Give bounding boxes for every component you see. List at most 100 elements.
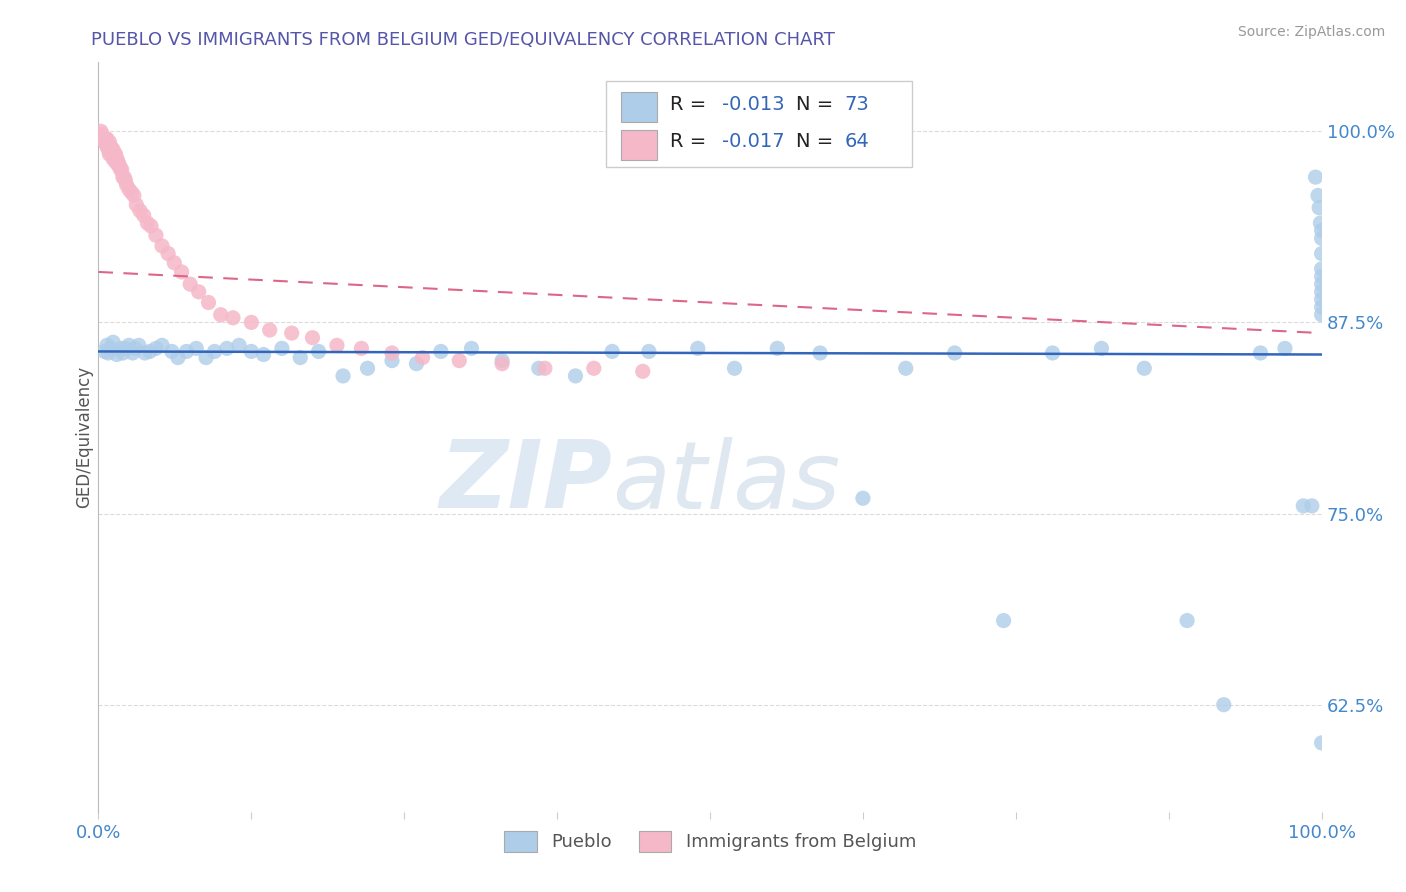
Point <box>110 162 132 177</box>
Point <box>110 342 132 356</box>
Point <box>222 310 245 325</box>
Point <box>157 246 180 260</box>
Point <box>1310 246 1333 260</box>
Point <box>107 158 129 172</box>
Point <box>1310 261 1333 276</box>
Text: 64: 64 <box>845 132 869 151</box>
Point <box>98 135 121 149</box>
Point <box>204 344 226 359</box>
Point <box>94 136 117 151</box>
Point <box>356 361 378 376</box>
Point <box>105 347 128 361</box>
Point <box>139 344 162 359</box>
Point <box>91 132 114 146</box>
Bar <box>620 93 658 122</box>
Point <box>1301 499 1323 513</box>
Point <box>381 353 404 368</box>
Point <box>100 143 122 157</box>
Point <box>101 335 124 350</box>
Point <box>600 344 623 359</box>
Point <box>128 338 150 352</box>
Point <box>114 342 136 356</box>
Point <box>491 357 513 371</box>
Point <box>176 344 198 359</box>
Point <box>160 344 183 359</box>
Point <box>105 152 128 166</box>
Point <box>103 147 125 161</box>
Point <box>101 147 124 161</box>
Point <box>103 150 125 164</box>
Text: PUEBLO VS IMMIGRANTS FROM BELGIUM GED/EQUIVALENCY CORRELATION CHART: PUEBLO VS IMMIGRANTS FROM BELGIUM GED/EQ… <box>91 31 835 49</box>
Point <box>491 353 513 368</box>
Text: atlas: atlas <box>612 436 841 527</box>
Point <box>1310 308 1333 322</box>
Point <box>124 342 146 356</box>
Text: N =: N = <box>796 95 839 113</box>
Point <box>186 342 208 356</box>
Point <box>1310 300 1333 314</box>
Point <box>1042 346 1064 360</box>
Text: 73: 73 <box>845 95 869 113</box>
Point <box>100 139 122 153</box>
Point <box>240 315 263 329</box>
Point <box>101 143 124 157</box>
Point <box>150 338 173 352</box>
Point <box>1308 201 1330 215</box>
Point <box>534 361 557 376</box>
Point <box>993 614 1015 628</box>
Point <box>111 346 134 360</box>
Text: -0.013: -0.013 <box>723 95 785 113</box>
Point <box>150 239 173 253</box>
Point <box>107 154 129 169</box>
Point <box>381 346 404 360</box>
Point <box>111 162 134 177</box>
Point <box>1310 736 1333 750</box>
Point <box>100 342 122 356</box>
Point <box>308 344 330 359</box>
Point <box>228 338 250 352</box>
Point <box>167 351 190 365</box>
Point <box>1212 698 1234 712</box>
Point <box>582 361 605 376</box>
Point <box>240 344 263 359</box>
Point <box>270 342 294 356</box>
Point <box>1133 361 1156 376</box>
Point <box>114 173 136 187</box>
Point <box>91 128 114 142</box>
Point <box>1249 346 1271 360</box>
Point <box>98 147 121 161</box>
Point <box>108 158 131 172</box>
Point <box>1310 293 1333 307</box>
Point <box>93 344 115 359</box>
Text: ZIP: ZIP <box>439 436 612 528</box>
Point <box>115 178 138 192</box>
Point <box>430 344 453 359</box>
Point <box>139 219 162 233</box>
Point <box>145 342 167 356</box>
Point <box>97 139 120 153</box>
Point <box>120 186 142 200</box>
Point <box>301 331 323 345</box>
Point <box>93 135 115 149</box>
Point <box>96 132 118 146</box>
Point <box>1090 342 1112 356</box>
Point <box>101 152 124 166</box>
Point <box>179 277 201 292</box>
Point <box>111 170 134 185</box>
Point <box>686 342 709 356</box>
Point <box>1175 614 1198 628</box>
Point <box>121 346 143 360</box>
Point <box>1309 216 1331 230</box>
Point <box>1274 342 1296 356</box>
Point <box>852 491 875 506</box>
Point <box>163 256 186 270</box>
Point <box>97 143 120 157</box>
Point <box>1292 499 1315 513</box>
Point <box>90 124 112 138</box>
Point <box>104 147 127 161</box>
Point <box>637 344 661 359</box>
Text: N =: N = <box>796 132 839 151</box>
Point <box>1306 188 1329 202</box>
Point <box>280 326 302 340</box>
Point <box>94 132 117 146</box>
